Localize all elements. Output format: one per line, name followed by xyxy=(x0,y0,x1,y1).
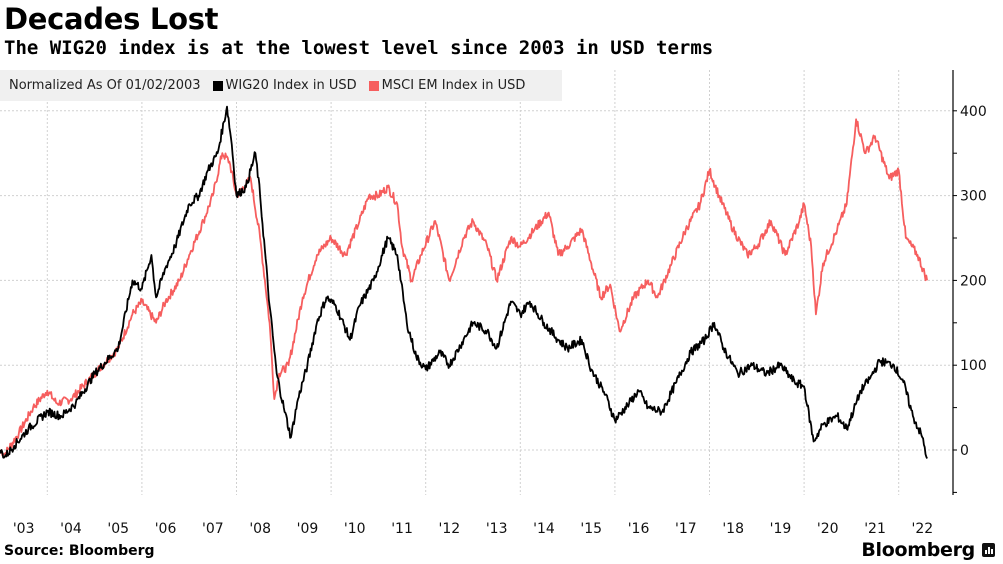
y-tick-label: 300 xyxy=(960,189,987,205)
x-tick-label: '17 xyxy=(675,521,697,537)
wig20-line xyxy=(0,105,928,459)
x-tick-label: '18 xyxy=(722,521,744,537)
legend-normalization-note: Normalized As Of 01/02/2003 xyxy=(9,78,201,93)
x-tick-label: '04 xyxy=(60,521,82,537)
y-tick-label: 100 xyxy=(960,358,987,374)
x-tick-label: '14 xyxy=(533,521,555,537)
x-tick-label: '07 xyxy=(202,521,224,537)
legend-item-wig20: WIG20 Index in USD xyxy=(212,78,357,93)
x-tick-label: '11 xyxy=(391,521,413,537)
legend-item-msci-em: MSCI EM Index in USD xyxy=(368,78,526,93)
bloomberg-logo: Bloomberg xyxy=(861,539,975,561)
y-axis: 0 100 200 300 400 xyxy=(952,70,987,495)
x-tick-label: '21 xyxy=(864,521,886,537)
x-tick-label: '22 xyxy=(912,521,934,537)
series-lines xyxy=(0,105,928,459)
x-tick-label: '08 xyxy=(249,521,271,537)
gridlines xyxy=(0,70,953,495)
x-tick-label: '12 xyxy=(439,521,461,537)
source-note: Source: Bloomberg xyxy=(4,543,155,559)
x-tick-label: '20 xyxy=(817,521,839,537)
bloomberg-chart-icon xyxy=(982,543,995,557)
x-tick-label: '03 xyxy=(13,521,35,537)
legend-label-msci-em: MSCI EM Index in USD xyxy=(381,78,526,93)
x-tick-label: '09 xyxy=(297,521,319,537)
msci-em-line xyxy=(0,118,928,457)
x-tick-label: '06 xyxy=(155,521,177,537)
legend-swatch-msci-em xyxy=(368,80,379,91)
y-tick-label: 200 xyxy=(960,273,987,289)
x-tick-label: '15 xyxy=(580,521,602,537)
y-tick-label: 0 xyxy=(960,443,969,459)
x-tick-label: '16 xyxy=(628,521,650,537)
x-tick-label: '05 xyxy=(107,521,129,537)
x-tick-label: '10 xyxy=(344,521,366,537)
legend-swatch-wig20 xyxy=(212,80,223,91)
y-tick-label: 400 xyxy=(960,104,987,120)
x-tick-label: '13 xyxy=(486,521,508,537)
x-axis-labels: '03 '04 '05 '06 '07 '08 '09 '10 '11 '12 '13 '14 '15 '… xyxy=(13,521,933,537)
chart-subtitle: The WIG20 index is at the lowest level s… xyxy=(4,37,714,59)
chart-title: Decades Lost xyxy=(4,2,219,36)
x-tick-label: '19 xyxy=(770,521,792,537)
legend: Normalized As Of 01/02/2003 WIG20 Index … xyxy=(0,70,562,101)
legend-label-wig20: WIG20 Index in USD xyxy=(225,78,357,93)
